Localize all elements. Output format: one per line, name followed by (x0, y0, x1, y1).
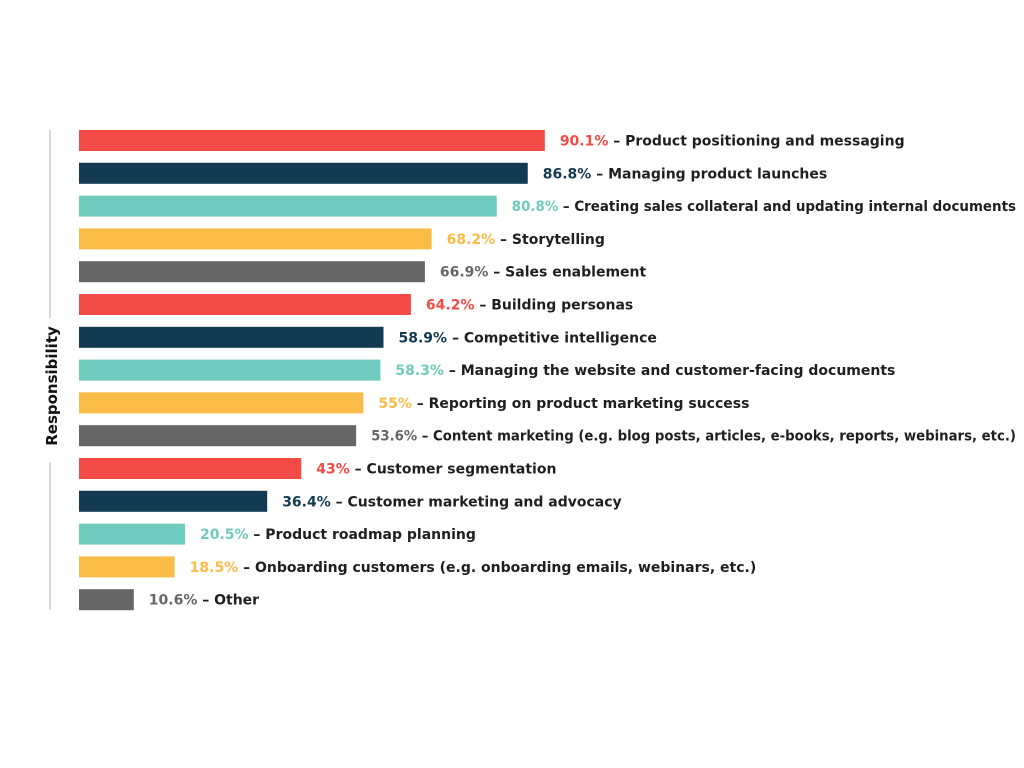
bar-category-label: – Managing the website and customer-faci… (444, 363, 895, 379)
bar-label-5: 66.9% – Sales enablement (440, 265, 647, 281)
bar-label-3: 80.8% – Creating sales collateral and up… (512, 199, 1016, 215)
bar-value-label: 53.6% (371, 429, 417, 445)
bar-value-label: 80.8% (512, 199, 559, 215)
bar-category-label: – Managing product launches (591, 166, 827, 182)
bar-value-label: 58.9% (399, 330, 448, 346)
bar-8 (79, 359, 381, 381)
bar-4 (79, 228, 432, 250)
bar-value-label: 86.8% (543, 166, 592, 182)
bar-value-label: 64.2% (426, 298, 475, 314)
bar-10 (79, 425, 357, 447)
bar-label-10: 53.6% – Content marketing (e.g. blog pos… (371, 429, 1016, 445)
bar-value-label: 36.4% (282, 494, 331, 510)
bar-13 (79, 523, 185, 545)
bar-2 (79, 162, 528, 184)
bar-category-label: – Reporting on product marketing success (412, 396, 750, 412)
bar-label-15: 10.6% – Other (149, 593, 259, 609)
bar-value-label: 10.6% (149, 593, 198, 609)
bar-label-6: 64.2% – Building personas (426, 298, 633, 314)
bar-value-label: 18.5% (190, 560, 239, 576)
bar-value-label: 66.9% (440, 265, 489, 281)
bar-label-13: 20.5% – Product roadmap planning (200, 527, 476, 543)
bar-value-label: 20.5% (200, 527, 249, 543)
bars-group: 90.1% – Product positioning and messagin… (79, 130, 1016, 611)
bar-label-1: 90.1% – Product positioning and messagin… (560, 134, 905, 150)
bar-value-label: 90.1% (560, 134, 609, 150)
bar-label-11: 43% – Customer segmentation (316, 462, 556, 478)
bar-11 (79, 458, 302, 479)
bar-7 (79, 326, 384, 348)
bar-label-7: 58.9% – Competitive intelligence (399, 330, 657, 346)
bar-category-label: – Creating sales collateral and updating… (558, 199, 1016, 215)
bar-value-label: 68.2% (447, 232, 496, 248)
bar-category-label: – Customer marketing and advocacy (331, 494, 622, 510)
bar-9 (79, 392, 364, 414)
bar-category-label: – Content marketing (e.g. blog posts, ar… (417, 429, 1016, 445)
bar-category-label: – Customer segmentation (350, 462, 557, 478)
bar-category-label: – Competitive intelligence (447, 330, 657, 346)
bar-1 (79, 130, 545, 151)
bar-12 (79, 490, 268, 512)
bar-category-label: – Storytelling (495, 232, 605, 248)
bar-category-label: – Other (197, 593, 259, 609)
bar-label-4: 68.2% – Storytelling (447, 232, 605, 248)
bar-14 (79, 556, 175, 578)
bar-15 (79, 589, 134, 611)
bar-3 (79, 195, 497, 217)
bar-label-9: 55% – Reporting on product marketing suc… (378, 396, 749, 412)
bar-category-label: – Sales enablement (488, 265, 646, 281)
bar-value-label: 58.3% (395, 363, 444, 379)
bar-category-label: – Product roadmap planning (249, 527, 476, 543)
bar-label-14: 18.5% – Onboarding customers (e.g. onboa… (190, 560, 757, 576)
bar-value-label: 43% (316, 462, 350, 478)
bar-5 (79, 261, 425, 283)
y-axis-title: Responsibility (43, 326, 61, 446)
bar-category-label: – Product positioning and messaging (608, 134, 904, 150)
bar-6 (79, 294, 411, 315)
bar-label-8: 58.3% – Managing the website and custome… (395, 363, 895, 379)
bar-label-12: 36.4% – Customer marketing and advocacy (282, 494, 622, 510)
bar-category-label: – Onboarding customers (e.g. onboarding … (238, 560, 756, 576)
bar-category-label: – Building personas (474, 298, 633, 314)
bar-value-label: 55% (378, 396, 412, 412)
bar-label-2: 86.8% – Managing product launches (543, 166, 827, 182)
